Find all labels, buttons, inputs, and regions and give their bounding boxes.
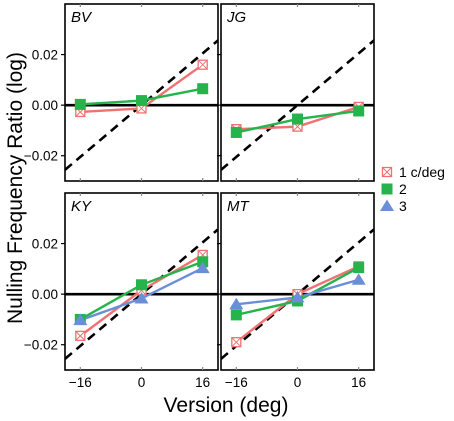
data-point xyxy=(136,95,147,107)
panel-label: MT xyxy=(227,198,250,215)
x-tick-label: 0 xyxy=(138,375,146,390)
x-tick-label: 0 xyxy=(294,375,302,390)
y-tick-label: 0.02 xyxy=(32,48,58,63)
panel-label: BV xyxy=(71,9,93,26)
data-point xyxy=(353,105,365,117)
y-tick-label: 0.00 xyxy=(32,98,58,113)
data-point xyxy=(230,126,242,138)
reference-line xyxy=(65,228,218,360)
data-point xyxy=(351,273,366,285)
y-tick-label: 0.02 xyxy=(32,237,58,252)
panel-mt: MT −16 0 16 xyxy=(217,192,375,390)
panel-frame xyxy=(220,3,375,182)
data-point xyxy=(353,262,365,274)
data-point xyxy=(136,279,147,291)
reference-line xyxy=(65,39,218,171)
data-point xyxy=(197,83,209,95)
data-point xyxy=(134,291,149,304)
y-tick-label: −0.02 xyxy=(24,338,58,353)
data-point xyxy=(230,309,242,321)
x-tick-label: −16 xyxy=(69,375,92,390)
y-tick-label: −0.02 xyxy=(24,149,58,164)
x-axis-label: Version (deg) xyxy=(164,394,289,417)
legend-label: 2 xyxy=(399,181,407,197)
panel-label: JG xyxy=(226,9,247,26)
x-tick-label: 16 xyxy=(195,375,210,390)
data-point xyxy=(75,330,86,342)
data-point xyxy=(231,337,242,348)
data-point xyxy=(381,183,393,195)
panel-jg: JG xyxy=(217,3,375,182)
data-point xyxy=(74,98,86,110)
legend-label: 3 xyxy=(399,198,407,214)
legend-label: 1 c/deg xyxy=(399,164,445,180)
x-tick-label: −16 xyxy=(225,375,248,390)
y-axis-label: Nulling Frequency Ratio (log) xyxy=(4,52,27,324)
data-point xyxy=(195,261,210,274)
legend-entry: 2 xyxy=(381,181,407,197)
x-tick-label: 16 xyxy=(351,375,366,390)
data-point xyxy=(380,199,394,211)
panel-bv: BV −0.02 0.00 0.02 xyxy=(24,3,219,182)
data-point xyxy=(197,59,208,70)
reference-line xyxy=(221,228,374,360)
data-point xyxy=(73,313,88,326)
panel-ky: KY −0.02 0.00 0.02 −16 0 16 xyxy=(24,192,219,390)
data-point xyxy=(229,297,244,310)
legend-entry: 3 xyxy=(380,198,407,214)
reference-line xyxy=(221,39,374,171)
y-tick-label: 0.00 xyxy=(32,287,58,302)
data-point xyxy=(292,113,303,125)
data-point xyxy=(290,290,305,303)
legend-entry: 1 c/deg xyxy=(381,164,445,180)
panel-label: KY xyxy=(71,198,92,215)
data-point xyxy=(381,166,393,178)
panel-frame xyxy=(64,3,219,182)
